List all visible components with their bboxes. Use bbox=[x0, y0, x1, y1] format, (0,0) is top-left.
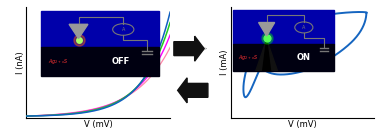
FancyArrow shape bbox=[178, 78, 208, 103]
FancyArrow shape bbox=[174, 36, 204, 61]
Y-axis label: I (nA): I (nA) bbox=[16, 51, 25, 74]
Y-axis label: I (mA): I (mA) bbox=[220, 50, 229, 75]
X-axis label: V (mV): V (mV) bbox=[84, 120, 113, 129]
X-axis label: V (mV): V (mV) bbox=[288, 120, 317, 129]
